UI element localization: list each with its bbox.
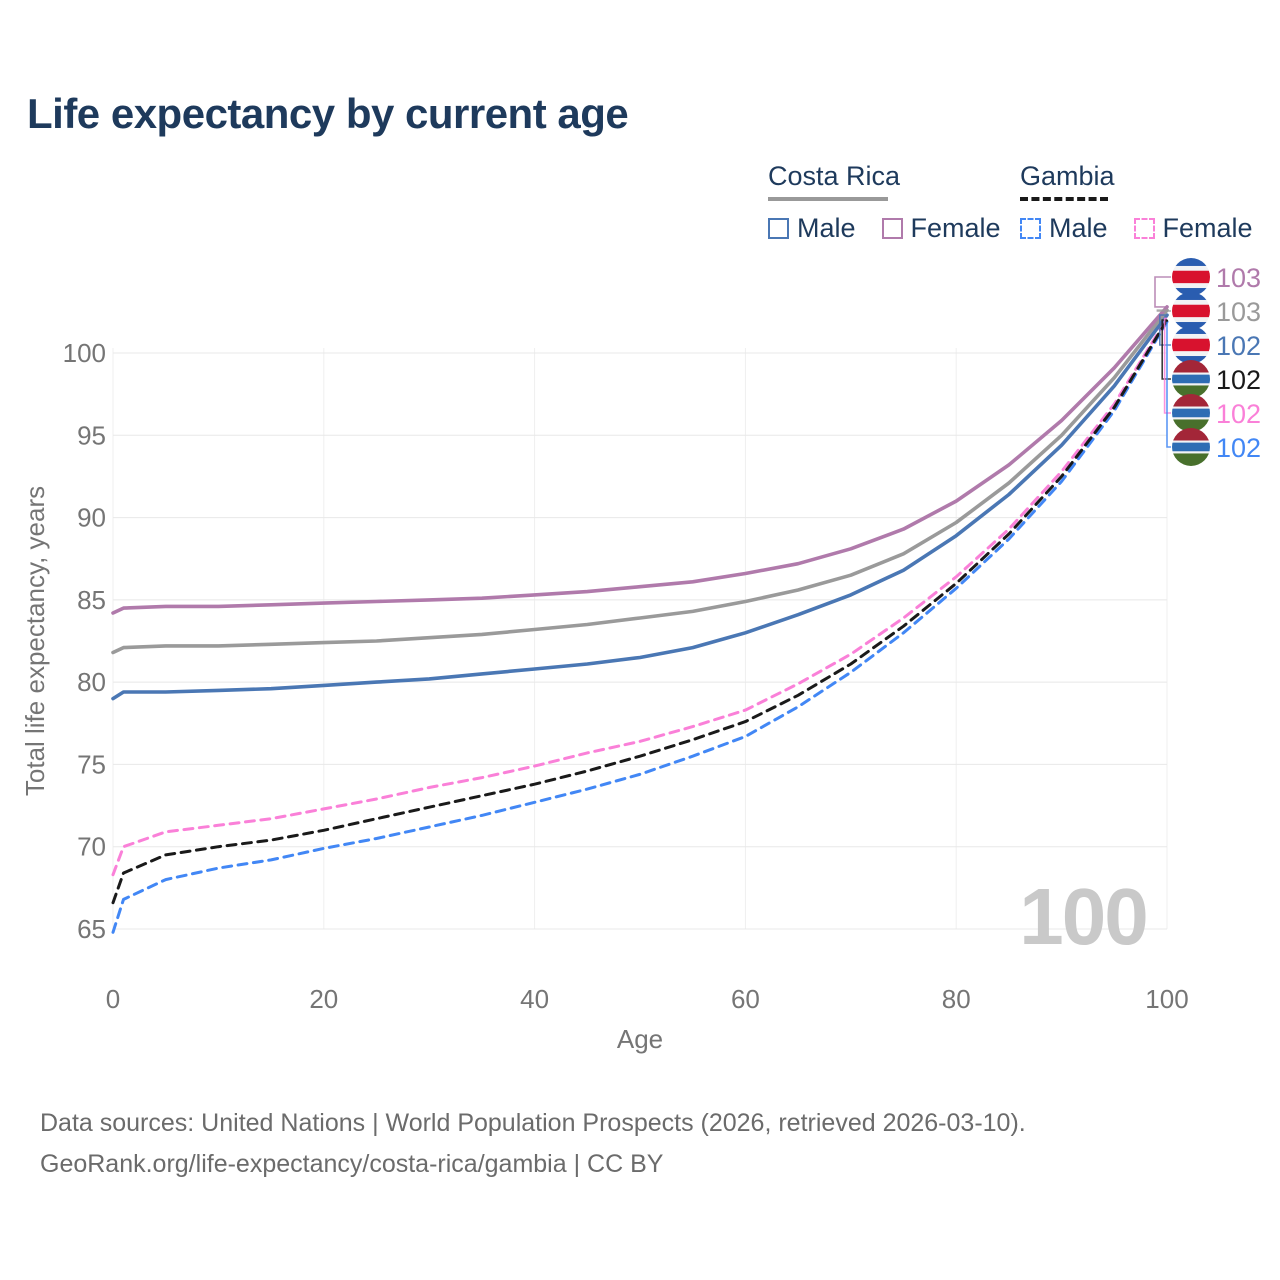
x-tick-label-100: 100 [1145, 984, 1188, 1014]
page-title: Life expectancy by current age [27, 90, 629, 137]
end-value-label-costa-rica-both: 103 [1216, 297, 1261, 327]
legend-item-gambia-female[interactable]: Female [1133, 213, 1253, 244]
footer-license-line: GeoRank.org/life-expectancy/costa-rica/g… [40, 1150, 664, 1178]
y-axis-title: Total life expectancy, years [20, 486, 50, 796]
series-line-costa-rica-female[interactable] [111, 305, 1169, 615]
series-line-gambia-female[interactable] [111, 316, 1169, 877]
y-tick-label-65: 65 [77, 914, 106, 944]
y-tick-label-90: 90 [77, 503, 106, 533]
legend-swatch-gambia-male [1020, 218, 1041, 239]
y-tick-label-80: 80 [77, 667, 106, 697]
flag-icon-gambia [1172, 428, 1210, 466]
legend-swatch-gambia-female [1133, 218, 1155, 239]
series-line-costa-rica-both[interactable] [111, 308, 1169, 655]
flag-icon-gambia [1172, 394, 1210, 432]
series-line-gambia-both[interactable] [111, 318, 1169, 905]
y-tick-label-70: 70 [77, 832, 106, 862]
end-value-label-costa-rica-male: 102 [1216, 331, 1261, 361]
x-tick-label-40: 40 [520, 984, 549, 1014]
legend: Costa Rica Male Female Gambia Male Femal… [0, 0, 1280, 250]
series-line-gambia-male[interactable] [111, 320, 1169, 934]
legend-line-style-solid [768, 197, 888, 201]
end-value-label-gambia-both: 102 [1216, 365, 1261, 395]
series-line-costa-rica-male[interactable] [111, 313, 1169, 701]
frame-counter: 100 [1019, 872, 1146, 961]
legend-swatch-costa-rica-male [768, 218, 789, 239]
flag-icon-costa-rica [1172, 258, 1210, 296]
x-tick-label-80: 80 [942, 984, 971, 1014]
x-axis-title: Age [617, 1024, 663, 1054]
legend-swatch-costa-rica-female [881, 218, 903, 239]
flag-icon-costa-rica [1172, 326, 1210, 364]
legend-item-label: Female [910, 213, 1001, 243]
leader-line-costa-rica-female [1154, 276, 1171, 308]
leader-line-gambia-male [1166, 321, 1171, 448]
legend-item-label: Male [1049, 213, 1108, 243]
legend-group-gambia: Gambia Male Female [1020, 161, 1253, 244]
legend-item-gambia-male[interactable]: Male [1020, 213, 1108, 244]
flag-icon-costa-rica [1172, 292, 1210, 330]
y-tick-label-75: 75 [77, 749, 106, 779]
legend-line-style-dashed [1020, 197, 1108, 201]
legend-item-label: Male [797, 213, 856, 243]
footer-source-line: Data sources: United Nations | World Pop… [40, 1109, 1026, 1137]
legend-item-costa-rica-female[interactable]: Female [881, 213, 1001, 244]
footer: Data sources: United Nations | World Pop… [40, 1103, 1026, 1185]
y-tick-label-100: 100 [63, 338, 106, 368]
y-tick-label-85: 85 [77, 585, 106, 615]
y-tick-label-95: 95 [77, 420, 106, 450]
leader-line-costa-rica-both [1156, 309, 1171, 312]
x-tick-label-20: 20 [309, 984, 338, 1014]
x-tick-label-60: 60 [731, 984, 760, 1014]
legend-item-costa-rica-male[interactable]: Male [768, 213, 856, 244]
x-tick-label-0: 0 [106, 984, 120, 1014]
legend-group-costa-rica: Costa Rica Male Female [768, 161, 1001, 244]
end-value-label-gambia-female: 102 [1216, 399, 1261, 429]
end-value-label-gambia-male: 102 [1216, 433, 1261, 463]
legend-group-label-gambia[interactable]: Gambia [1020, 161, 1115, 191]
legend-group-label-costa-rica[interactable]: Costa Rica [768, 161, 901, 191]
end-value-label-costa-rica-female: 103 [1216, 263, 1261, 293]
legend-item-label: Female [1162, 213, 1253, 243]
flag-icon-gambia [1172, 360, 1210, 398]
